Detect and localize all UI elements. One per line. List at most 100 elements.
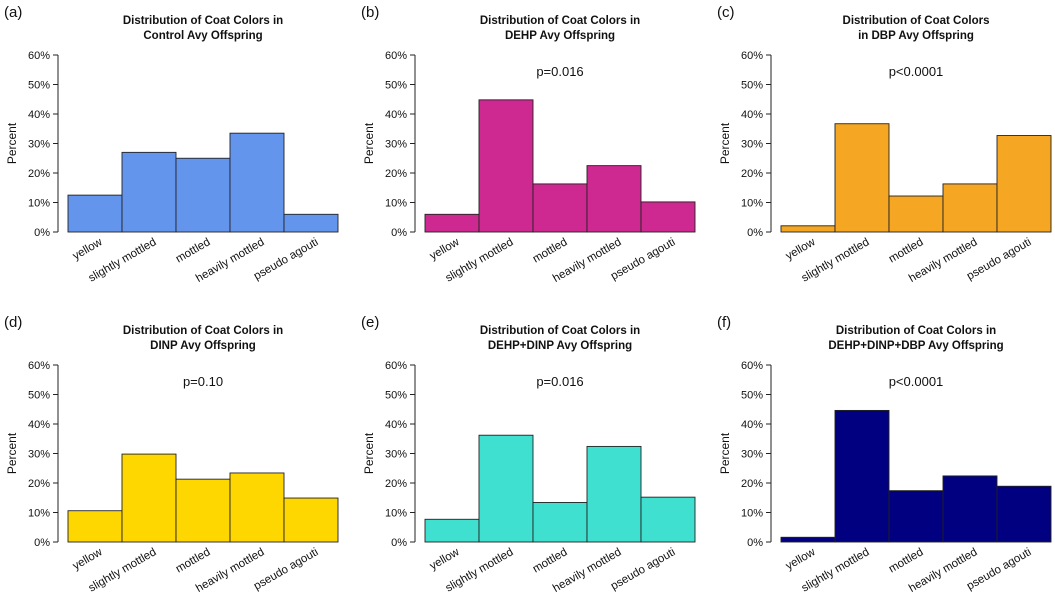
bar-yellow	[780, 225, 836, 233]
y-tick-label: 20%	[28, 168, 50, 180]
x-tick-label: yellow	[784, 546, 818, 573]
bar-mottled	[532, 183, 588, 233]
bar-mottled	[532, 502, 588, 543]
y-tick-label: 0%	[34, 537, 50, 549]
bar-heavily-mottled	[229, 472, 285, 543]
panel-label: (b)	[361, 4, 379, 21]
chart-panel-4: (d) Distribution of Coat Colors in DINP Av…	[4, 314, 339, 595]
panel-label: (c)	[717, 4, 735, 21]
x-tick-label: mottled	[887, 546, 926, 575]
x-tick-label: mottled	[531, 236, 570, 265]
bar-slightly-mottled	[121, 453, 177, 543]
bar-mottled	[888, 195, 944, 233]
bar-slightly-mottled	[478, 99, 534, 233]
y-tick-label: 0%	[391, 227, 407, 239]
y-tick-label: 0%	[391, 537, 407, 549]
chart-title-line-2: DEHP+DINP Avy Offspring	[488, 340, 632, 352]
chart-title-line-1: Distribution of Coat Colors in	[480, 15, 640, 27]
y-tick-label: 20%	[741, 168, 763, 180]
chart-title-line-2: in DBP Avy Offspring	[858, 30, 974, 42]
chart-panel-1: (a) Distribution of Coat Colors in Control…	[4, 4, 339, 285]
y-tick-label: 40%	[385, 109, 407, 121]
y-tick-label: 10%	[385, 198, 407, 210]
y-tick-label: 40%	[385, 419, 407, 431]
y-tick-label: 10%	[741, 198, 763, 210]
x-tick-label: yellow	[784, 236, 818, 263]
y-tick-label: 0%	[34, 227, 50, 239]
bar-heavily-mottled	[942, 475, 998, 543]
y-axis-label: Percent	[718, 122, 732, 164]
chart-title-line-1: Distribution of Coat Colors in	[836, 325, 996, 337]
x-tick-label: yellow	[71, 236, 105, 263]
y-tick-label: 30%	[385, 139, 407, 151]
y-tick-label: 60%	[28, 360, 50, 372]
y-tick-label: 30%	[741, 449, 763, 461]
chart-panel-5: (e) Distribution of Coat Colors in DEHP+DI…	[361, 314, 696, 595]
bar-slightly-mottled	[834, 409, 890, 543]
y-tick-label: 50%	[741, 80, 763, 92]
y-tick-label: 60%	[741, 50, 763, 62]
chart-title-line-2: DINP Avy Offspring	[150, 340, 256, 352]
chart-title-line-1: Distribution of Coat Colors in	[480, 325, 640, 337]
y-tick-label: 40%	[28, 109, 50, 121]
bar-heavily-mottled	[586, 165, 642, 233]
bar-slightly-mottled	[834, 123, 890, 233]
bar-yellow	[780, 536, 836, 543]
y-tick-label: 40%	[741, 109, 763, 121]
y-tick-label: 30%	[385, 449, 407, 461]
bar-pseudo-agouti	[283, 497, 339, 543]
panel-label: (d)	[4, 314, 22, 331]
x-tick-label: mottled	[531, 546, 570, 575]
bar-mottled	[175, 478, 231, 543]
y-axis-label: Percent	[718, 432, 732, 474]
y-tick-label: 10%	[385, 508, 407, 520]
y-tick-label: 40%	[28, 419, 50, 431]
p-value: p<0.0001	[889, 64, 944, 79]
bar-mottled	[888, 490, 944, 543]
chart-title-line-2: DEHP+DINP+DBP Avy Offspring	[828, 340, 1003, 352]
p-value: p=0.016	[536, 374, 583, 389]
bar-yellow	[67, 194, 123, 233]
bar-pseudo-agouti	[283, 213, 339, 233]
y-axis-label: Percent	[362, 432, 376, 474]
bar-pseudo-agouti	[996, 485, 1052, 543]
y-axis-label: Percent	[5, 432, 19, 474]
chart-panel-3: (c) Distribution of Coat Colors in DBP Avy…	[717, 4, 1052, 285]
y-tick-label: 30%	[741, 139, 763, 151]
y-tick-label: 10%	[28, 198, 50, 210]
chart-panel-6: (f) Distribution of Coat Colors in DEHP+DI…	[717, 314, 1052, 595]
y-tick-label: 30%	[28, 139, 50, 151]
bar-pseudo-agouti	[996, 135, 1052, 233]
bar-mottled	[175, 157, 231, 233]
y-tick-label: 20%	[385, 478, 407, 490]
y-axis-label: Percent	[362, 122, 376, 164]
y-tick-label: 40%	[741, 419, 763, 431]
bar-yellow	[424, 518, 480, 543]
bar-yellow	[424, 213, 480, 233]
chart-title-line-1: Distribution of Coat Colors in	[123, 325, 283, 337]
bar-pseudo-agouti	[640, 496, 696, 543]
y-tick-label: 20%	[741, 478, 763, 490]
panel-label: (f)	[717, 314, 731, 331]
p-value: p=0.10	[183, 374, 223, 389]
y-tick-label: 50%	[385, 80, 407, 92]
x-tick-label: yellow	[428, 236, 462, 263]
y-tick-label: 60%	[385, 50, 407, 62]
y-tick-label: 10%	[741, 508, 763, 520]
bar-heavily-mottled	[229, 132, 285, 233]
y-tick-label: 50%	[741, 390, 763, 402]
y-tick-label: 20%	[385, 168, 407, 180]
chart-panel-2: (b) Distribution of Coat Colors in DEHP Av…	[361, 4, 696, 285]
panel-label: (a)	[4, 4, 22, 21]
chart-title-line-2: DEHP Avy Offspring	[505, 30, 615, 42]
bar-slightly-mottled	[478, 434, 534, 543]
y-tick-label: 0%	[747, 227, 763, 239]
x-tick-label: mottled	[174, 236, 213, 265]
bar-yellow	[67, 510, 123, 543]
y-axis-label: Percent	[5, 122, 19, 164]
chart-title-line-1: Distribution of Coat Colors	[843, 15, 990, 27]
y-tick-label: 50%	[28, 390, 50, 402]
p-value: p=0.016	[536, 64, 583, 79]
